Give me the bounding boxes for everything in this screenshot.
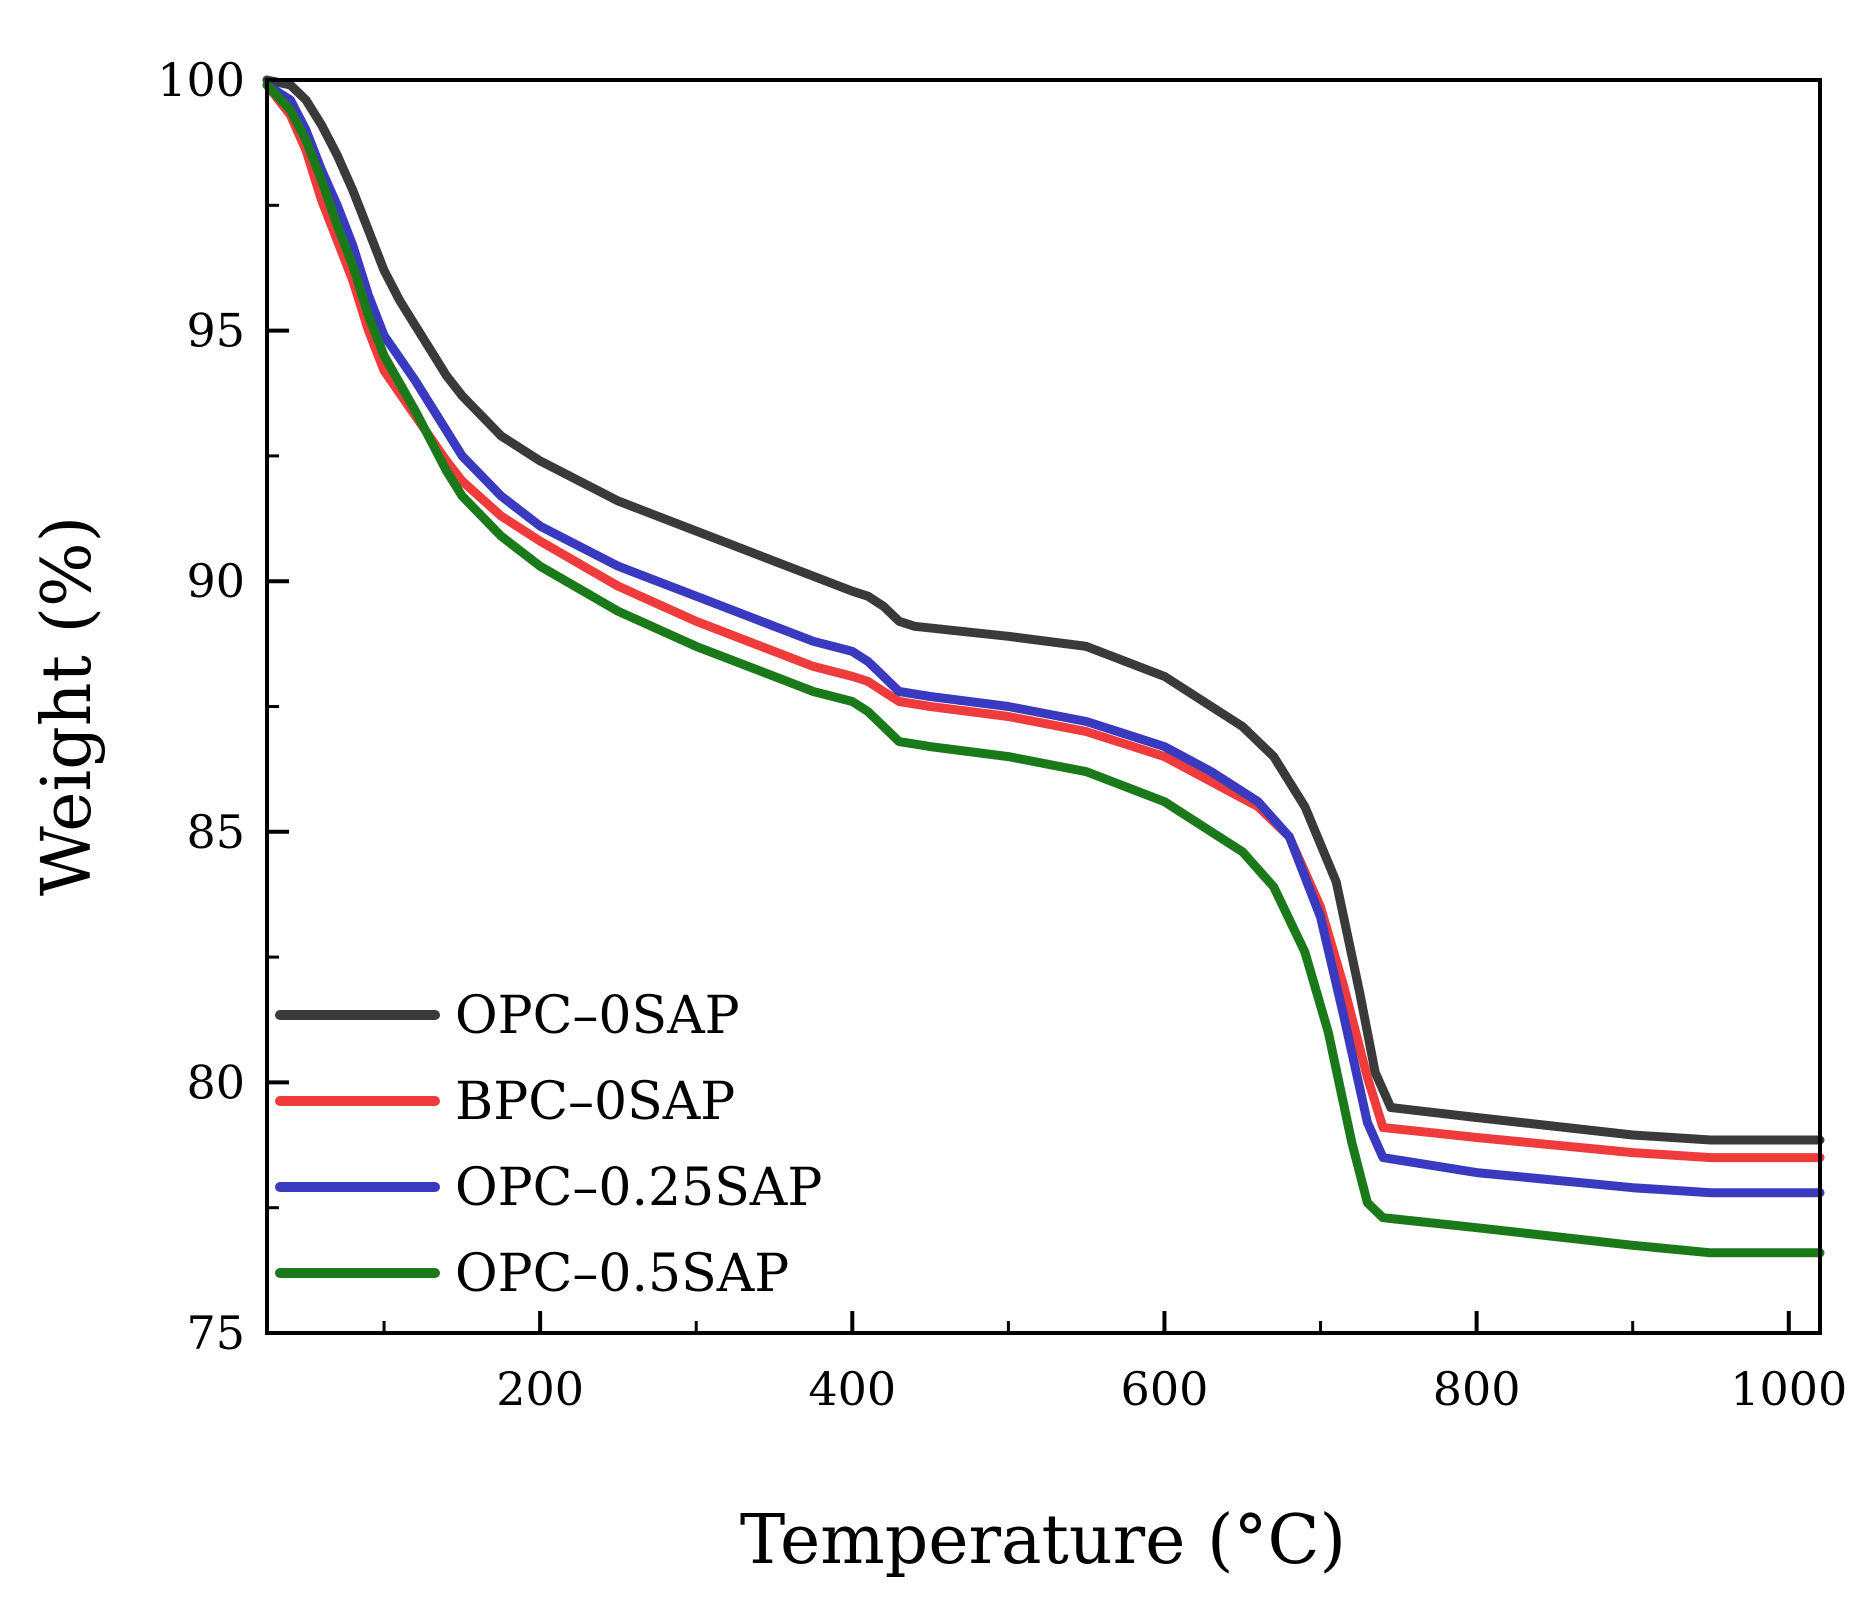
legend: OPC–0SAP BPC–0SAP OPC–0.25SAP OPC–0.5SAP — [275, 986, 822, 1304]
legend-item: OPC–0.25SAP — [275, 1158, 822, 1218]
series-line-3 — [262, 80, 1825, 1198]
y-tick-label: 95 — [186, 304, 245, 358]
legend-label: OPC–0.25SAP — [455, 1158, 822, 1218]
legend-item: OPC–0.5SAP — [275, 1244, 789, 1304]
x-tick-label: 800 — [1433, 1362, 1521, 1416]
y-tick-label: 100 — [157, 53, 245, 107]
y-tick-label: 90 — [186, 554, 245, 608]
legend-label: OPC–0.5SAP — [455, 1244, 789, 1304]
x-tick-label: 200 — [496, 1362, 584, 1416]
y-tick-label: 80 — [186, 1055, 245, 1109]
series-line-1 — [262, 75, 1825, 1145]
legend-item: OPC–0SAP — [275, 986, 740, 1046]
x-axis-title: Temperature (°C) — [740, 1501, 1346, 1580]
y-tick-label: 85 — [186, 805, 245, 859]
legend-label: OPC–0SAP — [455, 986, 740, 1046]
y-axis-title: Weight (%) — [28, 516, 107, 896]
series-line-2 — [262, 80, 1825, 1163]
series-layer — [262, 75, 1825, 1258]
series-line-4 — [262, 80, 1825, 1258]
y-tick-label: 75 — [186, 1306, 245, 1360]
legend-label: BPC–0SAP — [455, 1072, 735, 1132]
x-tick-label: 400 — [808, 1362, 896, 1416]
legend-item: BPC–0SAP — [275, 1072, 735, 1132]
x-tick-label: 1000 — [1730, 1362, 1847, 1416]
ticks-layer: 200 400 600 800 1000 75 80 85 90 95 100 — [157, 53, 1847, 1416]
x-tick-label: 600 — [1121, 1362, 1209, 1416]
